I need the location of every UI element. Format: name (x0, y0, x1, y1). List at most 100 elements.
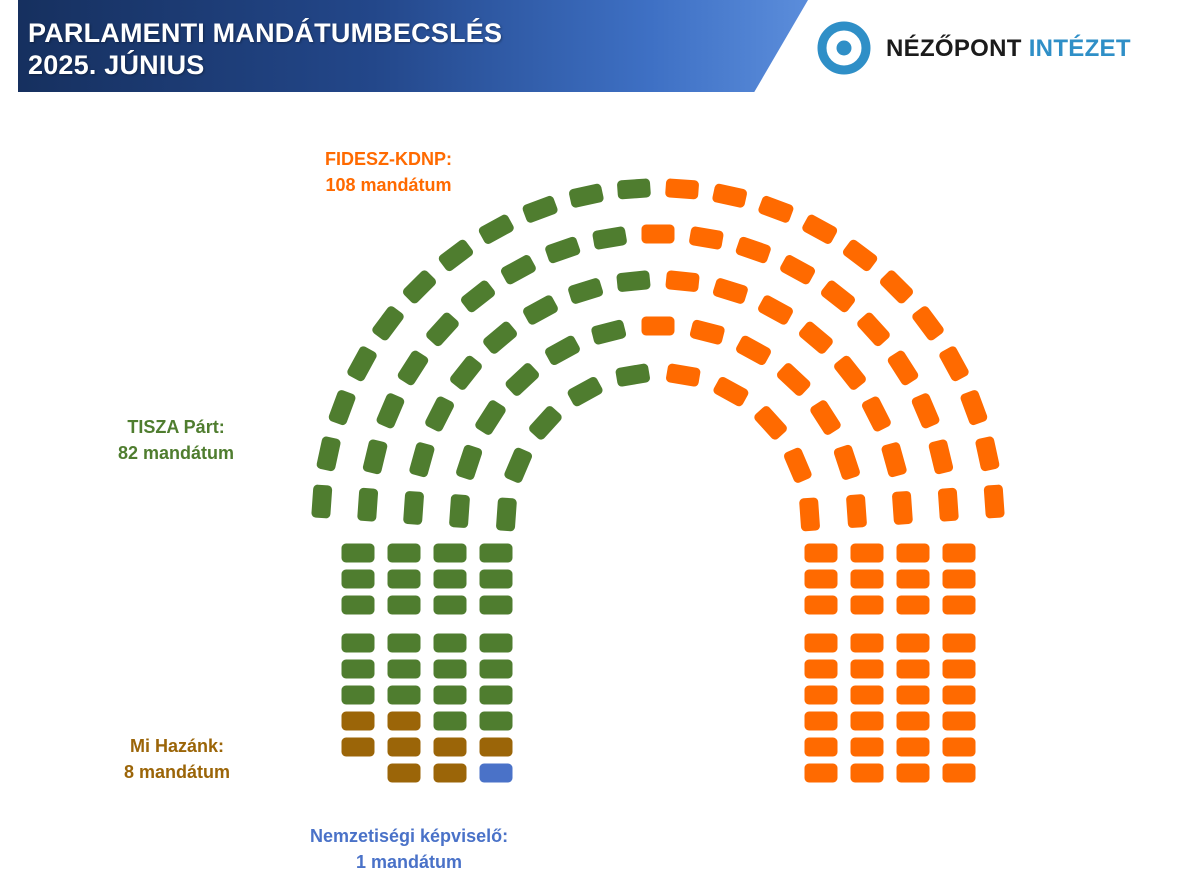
seat-fidesz-kdnp (983, 484, 1005, 519)
seat-fidesz-kdnp (850, 737, 884, 757)
seat-fidesz-kdnp (850, 569, 884, 589)
seat-fidesz-kdnp (736, 335, 771, 366)
seat-fidesz-kdnp (665, 270, 700, 292)
seat-fidesz-kdnp (810, 400, 841, 435)
seat-fidesz-kdnp (896, 763, 930, 783)
seat-tisza (341, 595, 375, 615)
seat-tisza (387, 569, 421, 589)
header-banner (18, 0, 808, 92)
label-mi-hazank: Mi Hazánk: 8 mandátum (124, 733, 230, 785)
seat-tisza (387, 685, 421, 705)
seat-fidesz-kdnp (804, 543, 838, 563)
seat-tisza (433, 569, 467, 589)
seat-fidesz-kdnp (850, 595, 884, 615)
seat-tisza (433, 659, 467, 679)
seat-tisza (479, 633, 513, 653)
logo-word-intezet: INTÉZET (1028, 35, 1131, 62)
seat-tisza (316, 436, 341, 472)
logo-text: NÉZŐPONT INTÉZET (886, 35, 1131, 63)
seat-tisza (450, 355, 482, 390)
seat-fidesz-kdnp (804, 569, 838, 589)
seat-fidesz-kdnp (939, 346, 969, 382)
seat-tisza (479, 543, 513, 563)
seat-mi-hazank (479, 737, 513, 757)
seat-fidesz-kdnp (928, 439, 954, 475)
seat-fidesz-kdnp (887, 350, 919, 386)
logo-word-nezopont: NÉZŐPONT (886, 35, 1022, 62)
seat-fidesz-kdnp (896, 595, 930, 615)
seat-fidesz-kdnp (843, 239, 878, 272)
label-nemzetisegi-seats: 1 mandátum (356, 852, 463, 872)
seat-fidesz-kdnp (712, 183, 747, 208)
seat-tisza (449, 494, 470, 528)
seat-fidesz-kdnp (689, 319, 725, 345)
seat-tisza (438, 239, 473, 272)
seat-tisza (341, 633, 375, 653)
label-mihazank-seats: 8 mandátum (124, 762, 231, 782)
seat-fidesz-kdnp (804, 737, 838, 757)
seat-fidesz-kdnp (689, 226, 724, 250)
seat-tisza (341, 543, 375, 563)
seat-tisza (433, 711, 467, 731)
seat-mi-hazank (433, 737, 467, 757)
seat-fidesz-kdnp (896, 711, 930, 731)
seat-tisza (387, 595, 421, 615)
label-nemzetisegi-name: Nemzetiségi képviselő: (310, 826, 509, 846)
seat-tisza (357, 487, 379, 522)
seat-fidesz-kdnp (802, 214, 838, 244)
seat-mi-hazank (341, 737, 375, 757)
label-nemzetisegi: Nemzetiségi képviselő: 1 mandátum (310, 823, 508, 875)
seat-tisza (567, 376, 603, 407)
seat-tisza (592, 226, 627, 250)
label-tisza: TISZA Párt: 82 mandátum (118, 414, 234, 466)
seat-fidesz-kdnp (758, 295, 793, 325)
seat-fidesz-kdnp (942, 569, 976, 589)
seat-tisza (387, 633, 421, 653)
seat-fidesz-kdnp (942, 659, 976, 679)
seat-fidesz-kdnp (942, 595, 976, 615)
seat-tisza (387, 543, 421, 563)
seat-tisza (504, 447, 533, 483)
seat-tisza (523, 295, 558, 325)
seat-fidesz-kdnp (942, 633, 976, 653)
seat-fidesz-kdnp (713, 376, 749, 407)
nezopont-logo-icon (817, 21, 871, 75)
seat-fidesz-kdnp (850, 543, 884, 563)
seat-tisza (545, 236, 581, 264)
seat-fidesz-kdnp (911, 393, 940, 429)
seat-tisza (433, 595, 467, 615)
seat-tisza (460, 280, 496, 313)
label-tisza-seats: 82 mandátum (118, 443, 235, 463)
seat-fidesz-kdnp (862, 396, 891, 432)
seat-fidesz-kdnp (879, 270, 914, 304)
seat-tisza (426, 312, 459, 347)
seat-tisza (615, 363, 650, 387)
seat-fidesz-kdnp (666, 363, 701, 387)
seat-tisza (568, 278, 604, 304)
seat-fidesz-kdnp (804, 711, 838, 731)
seat-tisza (347, 346, 377, 382)
seat-fidesz-kdnp (804, 685, 838, 705)
seat-fidesz-kdnp (833, 444, 860, 480)
seat-tisza (478, 214, 514, 244)
seat-tisza (617, 178, 651, 200)
label-fidesz-kdnp: FIDESZ-KDNP: 108 mandátum (325, 146, 452, 198)
seat-fidesz-kdnp (780, 255, 816, 285)
seat-fidesz-kdnp (799, 497, 820, 532)
seat-fidesz-kdnp (942, 737, 976, 757)
seat-fidesz-kdnp (804, 763, 838, 783)
seat-mi-hazank (387, 737, 421, 757)
seat-fidesz-kdnp (804, 633, 838, 653)
seat-fidesz-kdnp (892, 491, 913, 525)
seat-fidesz-kdnp (975, 436, 1000, 472)
seat-tisza (397, 350, 429, 386)
seat-fidesz-kdnp (896, 659, 930, 679)
seat-tisza (425, 396, 454, 432)
nezopont-logo: NÉZŐPONT INTÉZET (816, 20, 1191, 76)
seat-tisza (496, 497, 517, 532)
seat-tisza (433, 543, 467, 563)
seat-tisza (433, 685, 467, 705)
seat-fidesz-kdnp (712, 278, 748, 304)
seat-fidesz-kdnp (754, 406, 787, 440)
seat-fidesz-kdnp (641, 316, 675, 336)
